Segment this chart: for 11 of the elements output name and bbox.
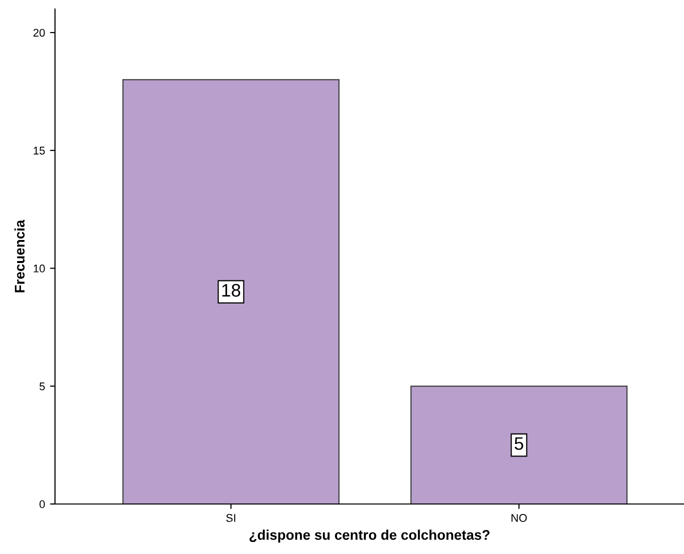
y-tick-label: 10 (34, 264, 45, 272)
x-axis-title: ¿dispone su centro de colchonetas? (250, 530, 490, 543)
data-label: 5 (514, 437, 524, 450)
y-tick-label: 20 (33, 28, 45, 37)
y-tick-label: 5 (40, 382, 45, 390)
y-tick-label: 15 (34, 146, 45, 155)
y-tick-label: 0 (40, 500, 45, 508)
x-tick-label: NO (512, 514, 527, 522)
x-tick-label: SI (226, 514, 236, 522)
data-label: 18 (222, 284, 240, 297)
y-axis-title: Frecuencia (14, 220, 25, 292)
